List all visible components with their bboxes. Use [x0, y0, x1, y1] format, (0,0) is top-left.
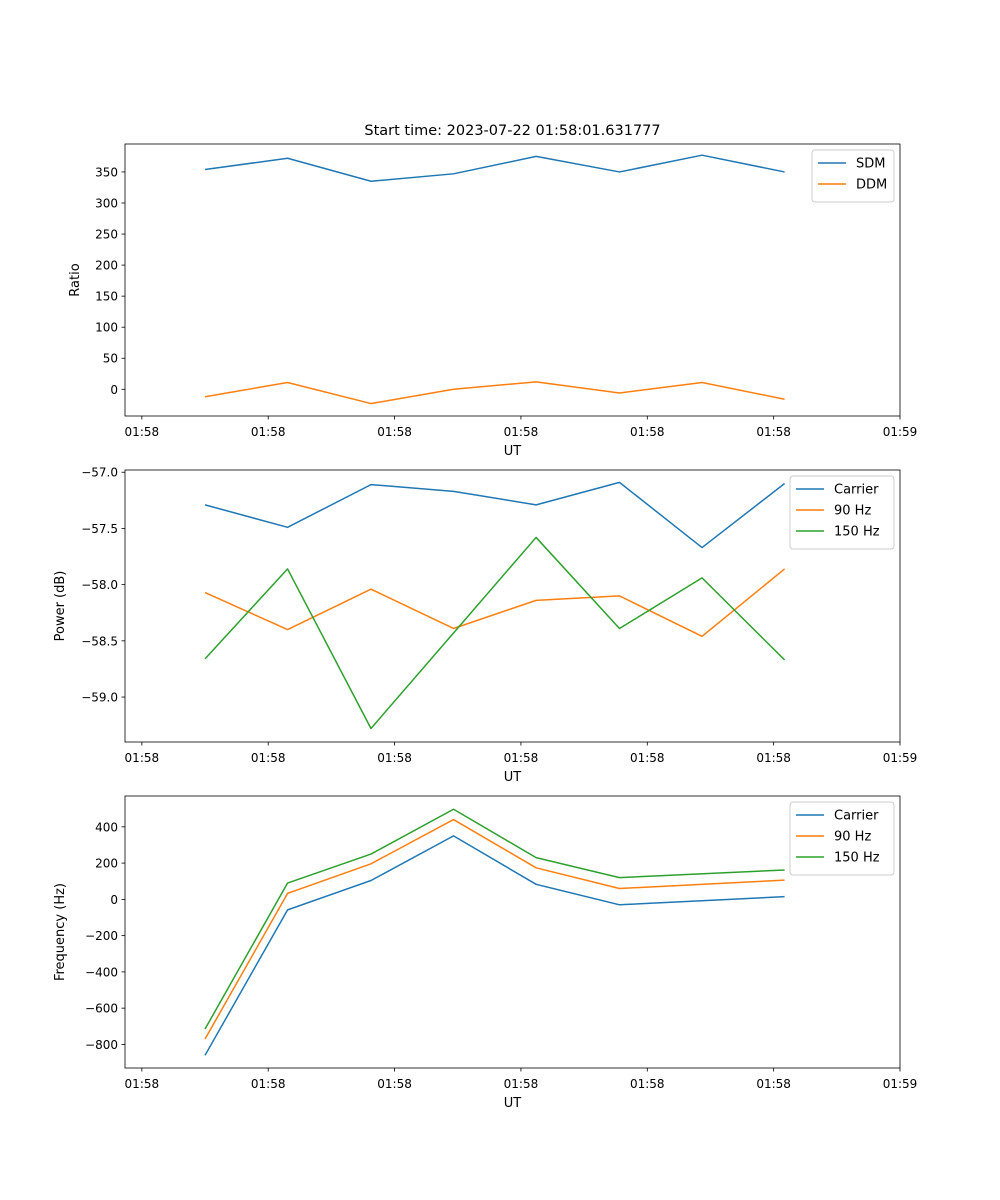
y-tick-label: 400	[95, 820, 118, 834]
legend-label-sdm: SDM	[856, 157, 885, 172]
ratio-series-line-ddm	[204, 381, 785, 405]
y-tick-label: 300	[95, 196, 118, 210]
x-tick-label: 01:58	[756, 425, 791, 439]
legend-label-carrier: Carrier	[834, 809, 879, 824]
legend-label-carrier: Carrier	[834, 483, 879, 498]
x-tick-label: 01:58	[377, 751, 412, 765]
x-tick-label: 01:58	[630, 1077, 665, 1091]
x-tick-label: 01:58	[504, 1077, 539, 1091]
power-series-line-carrier	[204, 481, 786, 549]
x-tick-label: 01:59	[883, 425, 918, 439]
figure-title: Start time: 2023-07-22 01:58:01.631777	[364, 123, 660, 139]
power-x-axis-label: UT	[504, 770, 522, 785]
x-tick-label: 01:58	[377, 1077, 412, 1091]
y-tick-label: 0	[110, 893, 118, 907]
x-tick-label: 01:58	[504, 751, 539, 765]
frequency-y-axis-label: Frequency (Hz)	[53, 883, 68, 981]
y-tick-label: 200	[95, 259, 118, 273]
x-tick-label: 01:58	[125, 751, 160, 765]
power-axes-frame	[124, 469, 901, 743]
x-tick-label: 01:58	[630, 751, 665, 765]
y-tick-label: −600	[85, 1002, 118, 1016]
power-panel: 01:58 01:58 01:58 01:58 01:58 01:58 01:59 UT −59…	[53, 466, 917, 785]
y-tick-label: 0	[110, 383, 118, 397]
frequency-series-line-150-hz	[204, 808, 785, 1030]
y-tick-label: −57.5	[81, 522, 118, 536]
x-tick-label: 01:58	[125, 425, 160, 439]
power-y-axis-label: Power (dB)	[53, 571, 68, 642]
x-tick-label: 01:58	[251, 1077, 286, 1091]
y-tick-label: −58.0	[81, 578, 118, 592]
y-tick-label: 150	[95, 290, 118, 304]
frequency-series-line-carrier	[204, 835, 785, 1056]
legend-label-150-hz: 150 Hz	[834, 851, 880, 866]
x-tick-label: 01:59	[883, 1077, 918, 1091]
y-tick-label: −800	[85, 1038, 118, 1052]
power-legend: Carrier 90 Hz 150 Hz	[789, 475, 895, 550]
y-tick-label: −58.5	[81, 634, 118, 648]
x-tick-label: 01:58	[251, 425, 286, 439]
frequency-axes-frame	[124, 795, 901, 1069]
frequency-x-axis-label: UT	[504, 1096, 522, 1111]
ratio-x-axis-label: UT	[504, 444, 522, 459]
x-tick-label: 01:58	[251, 751, 286, 765]
x-tick-label: 01:58	[756, 1077, 791, 1091]
y-tick-label: 200	[95, 857, 118, 871]
ratio-legend: SDM DDM	[811, 149, 895, 203]
y-tick-label: −57.0	[81, 466, 118, 480]
frequency-legend: Carrier 90 Hz 150 Hz	[789, 801, 895, 876]
x-tick-label: 01:58	[504, 425, 539, 439]
x-tick-label: 01:59	[883, 751, 918, 765]
y-tick-label: 50	[103, 352, 118, 366]
ratio-panel: 01:58 01:58 01:58 01:58 01:58 01:58 01:59 UT 0 50…	[68, 143, 918, 459]
power-series-line-150-hz	[204, 536, 786, 730]
frequency-series-line-90-hz	[204, 818, 785, 1040]
ratio-series-line-sdm	[204, 154, 785, 183]
x-tick-label: 01:58	[756, 751, 791, 765]
y-tick-label: 350	[95, 165, 118, 179]
legend-label-150-hz: 150 Hz	[834, 525, 880, 540]
ratio-axes-frame	[124, 143, 901, 417]
x-tick-label: 01:58	[630, 425, 665, 439]
y-tick-label: 250	[95, 228, 118, 242]
y-tick-label: −400	[85, 965, 118, 979]
legend-label-90-hz: 90 Hz	[834, 504, 871, 519]
legend-label-ddm: DDM	[856, 178, 887, 193]
y-tick-label: 100	[95, 321, 118, 335]
legend-label-90-hz: 90 Hz	[834, 830, 871, 845]
frequency-panel: 01:58 01:58 01:58 01:58 01:58 01:58 01:59 UT −80…	[53, 795, 918, 1111]
ratio-y-axis-label: Ratio	[68, 263, 83, 296]
power-series-line-90-hz	[204, 568, 786, 638]
y-tick-label: −200	[85, 929, 118, 943]
x-tick-label: 01:58	[377, 425, 412, 439]
x-tick-label: 01:58	[125, 1077, 160, 1091]
y-tick-label: −59.0	[81, 691, 118, 705]
